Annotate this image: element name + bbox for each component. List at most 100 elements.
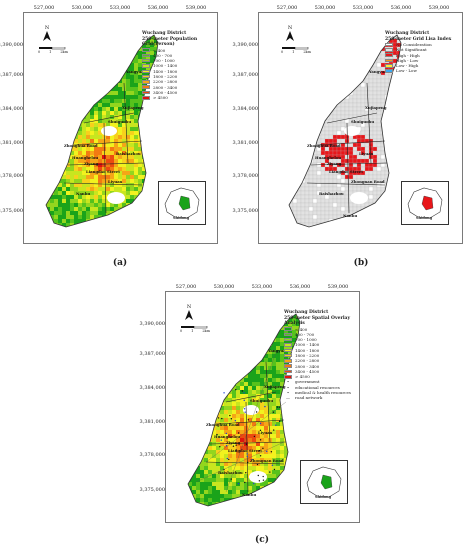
x-tick-label: 533,000: [109, 5, 131, 11]
legend-item: 700 - 1000: [284, 337, 359, 342]
map-panel-a: 527,000 530,000 533,000 536,000 539,000 3,390…: [0, 5, 218, 244]
place-label: Zhonghua Road: [307, 143, 341, 148]
legend-title: Wuchang District: [142, 31, 187, 36]
legend-label: medical & health resources: [295, 390, 351, 396]
scale-label: 1: [292, 50, 295, 54]
y-tick-label: 3,390,000: [139, 321, 165, 327]
north-arrow: N: [42, 25, 52, 43]
legend-label: 2200 - 2800: [153, 79, 178, 85]
legend-swatch: [284, 359, 292, 363]
place-label: Zhonghua Road: [206, 422, 240, 427]
legend-swatch: [142, 48, 150, 52]
x-tick-label: 539,000: [185, 5, 207, 11]
x-tick-label: 536,000: [289, 284, 311, 290]
place-label: Zhongnan Road: [351, 179, 385, 184]
place-label: Zhonghua Road: [64, 143, 98, 148]
y-tick-label: 3,381,000: [139, 419, 165, 425]
legend-item: 3400 - 4500: [284, 369, 359, 374]
legend-title: 250-meter Grid Lisa Index: [385, 36, 452, 42]
district-boundary: [288, 34, 402, 228]
subdistrict-boundaries: [63, 82, 145, 214]
place-label: Baishazhou: [319, 191, 344, 196]
x-tick-label: 539,000: [428, 5, 450, 11]
y-tick-label: 3,378,000: [139, 452, 165, 458]
north-letter: N: [287, 25, 293, 31]
y-tick-label: 3,378,000: [0, 173, 23, 179]
y-tick-label: 3,375,000: [232, 208, 258, 214]
scale-label: 1: [191, 329, 194, 333]
legend-item: 2800 - 3400: [142, 85, 217, 90]
place-label: Xujiapeng: [365, 105, 387, 110]
panel-label-b: (b): [353, 258, 369, 268]
legend-label: 1400 - 1800: [153, 68, 178, 74]
y-tick-label: 3,387,000: [0, 72, 23, 78]
legend-label: 3400 - 4500: [295, 368, 320, 374]
legend-swatch: [385, 58, 393, 63]
legend-label: Low - High: [396, 63, 419, 69]
legend-swatch: [142, 85, 150, 89]
legend-title: Wuchang District: [284, 310, 329, 315]
subdistrict-boundaries: [306, 82, 388, 214]
legend-item: Low - Low: [385, 68, 451, 73]
y-tick-label: 3,381,000: [0, 140, 23, 146]
place-label: Liangdao Street: [329, 169, 364, 174]
legend-item: 3400 - 4500: [142, 90, 217, 95]
legend-symbol-icon: —: [286, 395, 290, 401]
legend-swatch: [142, 53, 150, 58]
place-label: Liangdao Street: [86, 169, 121, 174]
map-svg: [187, 313, 301, 507]
place-label: Liyuan: [108, 179, 123, 184]
x-tick-label: 530,000: [314, 5, 336, 11]
place-label: Baishazhou: [218, 470, 243, 475]
legend-label: > 4500: [153, 95, 168, 101]
place-label: Ziyang: [327, 161, 342, 166]
place-label: Shuiguohu: [250, 398, 274, 403]
legend-swatch: [142, 96, 150, 100]
legend-label: educational resources: [295, 384, 340, 390]
panel-label-c: (c): [255, 535, 269, 545]
legend-item: Not Significant: [385, 47, 451, 52]
legend-item: Low - High: [385, 63, 451, 68]
place-label: Ziyang: [84, 161, 99, 166]
legend-label: 2800 - 3400: [295, 363, 320, 369]
inset-label: Shidong: [315, 495, 332, 499]
legend-swatch: [284, 332, 292, 337]
legend-label: 1400 - 1800: [295, 347, 320, 353]
north-arrow-icon: [43, 31, 51, 41]
legend-label: 2200 - 2800: [295, 358, 320, 364]
x-tick-label: 533,000: [352, 5, 374, 11]
north-letter: N: [44, 25, 50, 31]
inset-label: Shidong: [173, 216, 190, 220]
legend: Wuchang District 250-meter Population Gri…: [142, 31, 217, 100]
x-tick-label: 536,000: [390, 5, 412, 11]
legend-label: High - Low: [396, 57, 419, 63]
legend-label: 2800 - 3400: [153, 84, 178, 90]
legend-swatch: [142, 74, 150, 79]
legend-label: 700 - 1000: [153, 58, 175, 64]
legend-label: 1800 - 2200: [295, 352, 320, 358]
legend-swatch: [142, 90, 150, 95]
legend-label: < 400: [295, 326, 308, 332]
legend-title: Wuchang District: [385, 31, 430, 36]
legend-label: 400 - 700: [153, 52, 173, 58]
legend-item: 1400 - 1800: [284, 348, 359, 353]
y-tick-label: 3,375,000: [0, 208, 23, 214]
north-arrow: N: [285, 25, 295, 43]
legend-swatch: [284, 348, 292, 353]
place-label: Yangyuan: [268, 348, 289, 353]
legend-item: • educational resources: [284, 385, 359, 390]
place-label: Nanhu: [343, 213, 358, 218]
legend-label: government: [295, 379, 320, 385]
legend-swatch: [142, 58, 150, 63]
legend-swatch: [385, 42, 393, 47]
legend-label: No Consideration: [396, 42, 432, 47]
legend-item: 700 - 1000: [142, 58, 217, 63]
place-label: Ziyang: [226, 440, 241, 445]
inset-map: Shidong: [401, 181, 449, 225]
legend-item: 2200 - 2800: [142, 79, 217, 84]
legend-swatch: [385, 69, 393, 73]
legend-label: < 400: [153, 47, 166, 53]
scale-label: 0: [180, 329, 183, 333]
y-tick-label: 3,381,000: [232, 140, 258, 146]
legend-item: 1800 - 2200: [142, 74, 217, 79]
